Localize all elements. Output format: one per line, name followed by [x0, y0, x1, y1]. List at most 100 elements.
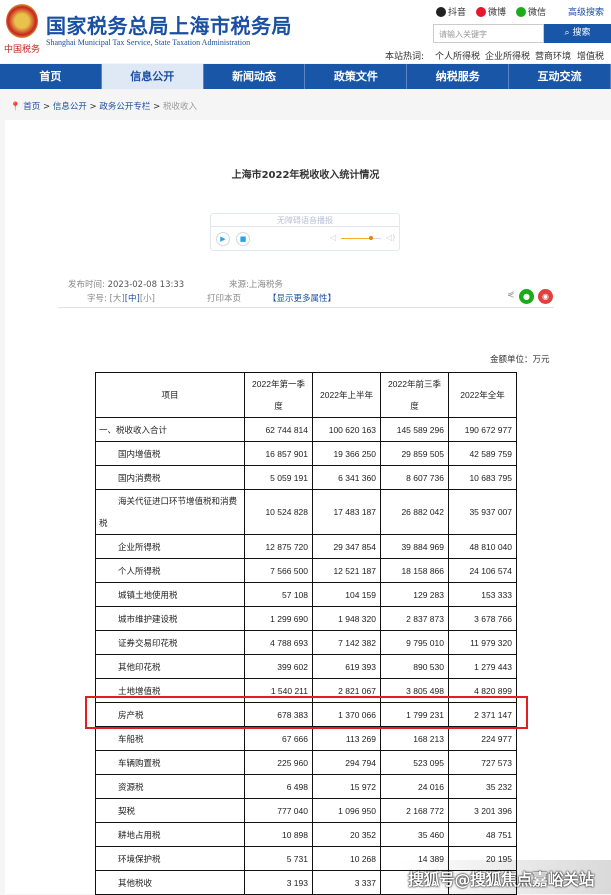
site-subtitle: Shanghai Municipal Tax Service, State Ta… [46, 38, 251, 47]
table-cell: 145 589 296 [380, 417, 449, 442]
table-cell: 6 341 360 [312, 465, 381, 490]
table-cell: 890 530 [380, 654, 449, 679]
site-header: 中国税务 国家税务总局上海市税务局 Shanghai Municipal Tax… [0, 0, 611, 63]
table-cell: 16 857 901 [244, 441, 313, 466]
row-label: 车辆购置税 [95, 750, 245, 775]
table-row: 海关代征进口环节增值税和消费税 10 524 828 17 483 187 26 88… [95, 489, 517, 535]
table-cell: 1 279 443 [448, 654, 517, 679]
share-icon[interactable]: ⋞ [507, 290, 515, 300]
site-title[interactable]: 国家税务总局上海市税务局 [46, 14, 292, 38]
play-button[interactable]: ▶ [216, 232, 230, 246]
table-cell: 1 096 950 [312, 798, 381, 823]
article-title: 上海市2022年税收收入统计情况 [231, 170, 380, 181]
table-cell: 5 731 [244, 846, 313, 871]
table-cell: 619 393 [312, 654, 381, 679]
china-tax-seal-logo: 中国税务 [4, 45, 41, 55]
social-weibo[interactable]: 微博 [476, 5, 506, 18]
nav-interaction[interactable]: 互动交流 [509, 64, 611, 89]
publish-value: 2023-02-08 13:33 [107, 280, 185, 290]
table-cell: 11 979 320 [448, 630, 517, 655]
row-label: 个人所得税 [95, 558, 245, 583]
table-row: 城市维护建设税 1 299 690 1 948 320 2 837 873 3 678 … [95, 606, 517, 631]
volume-knob[interactable] [369, 236, 373, 240]
table-cell: 26 882 042 [380, 489, 449, 535]
breadcrumb-gov[interactable]: 政务公开专栏 [99, 102, 151, 112]
table-cell: 48 810 040 [448, 534, 517, 559]
row-label: 其他税收 [95, 870, 245, 895]
table-row: 城镇土地使用税 57 108 104 159 129 283 153 333 [95, 582, 517, 607]
volume-slider[interactable] [341, 236, 381, 240]
table-cell: 48 751 [448, 822, 517, 847]
audio-player: 无障碍语音播报 ▶ ■ ◁ ◁) [210, 213, 400, 251]
table-header-row: 项目 2022年第一季度 2022年上半年 2022年前三季度 2022年全年 [95, 372, 517, 418]
hot-word[interactable]: 营商环境 [535, 52, 572, 62]
nav-info-disclosure[interactable]: 信息公开 [101, 64, 204, 89]
table-cell: 17 483 187 [312, 489, 381, 535]
table-cell: 10 683 795 [448, 465, 517, 490]
breadcrumb-info[interactable]: 信息公开 [52, 102, 87, 112]
column-header: 2022年前三季度 [380, 372, 449, 418]
table-cell: 6 498 [244, 774, 313, 799]
weibo-share-icon[interactable]: ◉ [538, 289, 553, 304]
watermark: 搜狐号@搜狐焦点嘉峪关站 [408, 870, 595, 889]
table-cell: 2 371 147 [448, 702, 517, 727]
table-cell: 5 059 191 [244, 465, 313, 490]
breadcrumb-home[interactable]: 首页 [23, 102, 41, 112]
audio-label: 无障碍语音播报 [211, 214, 399, 227]
table-cell: 1 540 211 [244, 678, 313, 703]
table-cell: 104 159 [312, 582, 381, 607]
font-large-button[interactable]: [大] [109, 294, 125, 304]
table-cell: 225 960 [244, 750, 313, 775]
font-medium-button[interactable]: [中] [124, 294, 140, 304]
table-cell: 29 859 505 [380, 441, 449, 466]
nav-home[interactable]: 首页 [0, 64, 102, 89]
show-more-properties-link[interactable]: 【显示更多属性】 [268, 294, 337, 304]
social-wechat[interactable]: 微信 [516, 5, 546, 18]
search-button[interactable]: ⌕ 搜索 [544, 24, 611, 43]
stop-button[interactable]: ■ [236, 232, 250, 246]
search-input[interactable]: 请输入关键字 [433, 24, 544, 43]
hot-words-label: 本站热词: [385, 52, 425, 62]
breadcrumb: 📍 首页 > 信息公开 > 政务公开专栏 > 税收收入 [10, 102, 197, 112]
table-cell: 12 875 720 [244, 534, 313, 559]
table-cell: 29 347 854 [312, 534, 381, 559]
column-header: 项目 [95, 372, 245, 418]
main-nav: 首页 信息公开 新闻动态 政策文件 纳税服务 互动交流 [0, 64, 611, 89]
nav-policy[interactable]: 政策文件 [305, 64, 408, 89]
print-link[interactable]: 打印本页 [207, 294, 242, 304]
table-cell: 777 040 [244, 798, 313, 823]
advanced-search-link[interactable]: 高级搜索 [568, 8, 605, 18]
volume-high-icon: ◁) [386, 233, 396, 242]
table-cell: 224 977 [448, 726, 517, 751]
social-douyin[interactable]: 抖音 [436, 5, 466, 18]
social-label: 微信 [528, 8, 547, 18]
table-cell: 2 168 772 [380, 798, 449, 823]
douyin-icon [436, 6, 446, 17]
nav-news[interactable]: 新闻动态 [204, 64, 306, 89]
table-cell: 24 016 [380, 774, 449, 799]
table-row: 耕地占用税 10 898 20 352 35 460 48 751 [95, 822, 517, 847]
nav-tax-service[interactable]: 纳税服务 [407, 64, 510, 89]
row-label: 车船税 [95, 726, 245, 751]
wechat-share-icon[interactable]: ● [519, 289, 534, 304]
row-label: 城镇土地使用税 [95, 582, 245, 607]
publish-time: 发布时间: 2023-02-08 13:33 [68, 278, 184, 290]
column-header: 2022年第一季度 [244, 372, 313, 418]
hot-word[interactable]: 企业所得税 [485, 52, 531, 62]
table-cell: 9 795 010 [380, 630, 449, 655]
row-label: 国内增值税 [95, 441, 245, 466]
table-cell: 39 884 969 [380, 534, 449, 559]
font-small-button[interactable]: [小] [139, 294, 155, 304]
table-cell: 12 521 187 [312, 558, 381, 583]
table-cell: 3 678 766 [448, 606, 517, 631]
hot-word[interactable]: 增值税 [577, 52, 605, 62]
table-cell: 8 607 736 [380, 465, 449, 490]
location-pin-icon: 📍 [10, 102, 21, 112]
publish-label: 发布时间: [68, 280, 105, 290]
table-cell: 190 672 977 [448, 417, 517, 442]
table-cell: 113 269 [312, 726, 381, 751]
table-cell: 129 283 [380, 582, 449, 607]
hot-word[interactable]: 个人所得税 [435, 52, 481, 62]
column-header: 2022年全年 [448, 372, 517, 418]
weibo-icon [476, 6, 486, 17]
